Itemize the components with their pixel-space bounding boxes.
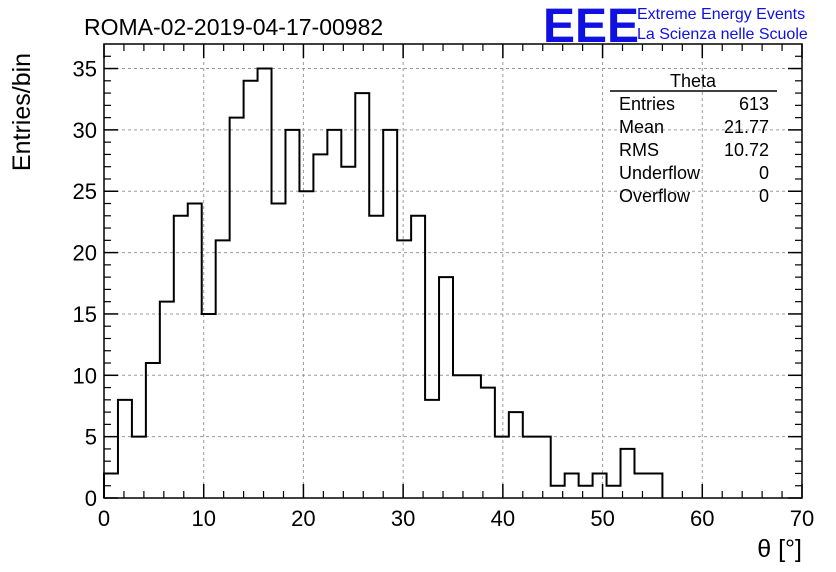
histogram-bin bbox=[523, 437, 537, 498]
y-tick-label: 0 bbox=[85, 486, 97, 511]
x-tick-label: 20 bbox=[291, 506, 315, 531]
y-tick-label: 5 bbox=[85, 425, 97, 450]
stats-rows: Entries 613 Mean 21.77 RMS 10.72 Underflow 0 Ove… bbox=[619, 94, 769, 206]
histogram-bin bbox=[118, 400, 132, 498]
x-tick-label: 30 bbox=[391, 506, 415, 531]
histogram-bin bbox=[299, 191, 313, 498]
histogram-bin bbox=[369, 216, 383, 498]
histogram-bin bbox=[537, 437, 551, 498]
histogram-bin bbox=[593, 473, 607, 498]
stats-value: 21.77 bbox=[724, 117, 769, 137]
plot-frame bbox=[103, 43, 803, 499]
logo-line-1: Extreme Energy Events bbox=[637, 6, 805, 23]
y-tick-label: 15 bbox=[73, 302, 97, 327]
histogram-bin bbox=[411, 216, 425, 498]
histogram-bin bbox=[579, 486, 593, 498]
histogram-bin bbox=[355, 93, 369, 498]
histogram-bin bbox=[258, 69, 272, 498]
histogram-bin bbox=[383, 130, 397, 498]
y-tick-label: 35 bbox=[73, 57, 97, 82]
stats-label: RMS bbox=[619, 140, 659, 160]
histogram-bin bbox=[341, 167, 355, 498]
histogram-outline bbox=[103, 67, 664, 498]
histogram-bin bbox=[607, 486, 621, 498]
grid-lines bbox=[104, 44, 802, 498]
histogram-bin bbox=[509, 412, 523, 498]
logo-line-2: La Scienza nelle Scuole bbox=[637, 26, 808, 43]
x-tick-label: 0 bbox=[98, 506, 110, 531]
histogram-bin bbox=[439, 277, 453, 498]
histogram-bin bbox=[188, 204, 202, 498]
histogram-bin bbox=[495, 437, 509, 498]
stats-label: Entries bbox=[619, 94, 675, 114]
y-tick-label: 20 bbox=[73, 241, 97, 266]
histogram-bin bbox=[481, 388, 495, 498]
histogram-bin bbox=[621, 449, 635, 498]
y-axis-label: Entries/bin bbox=[8, 53, 36, 171]
histogram-bin bbox=[174, 216, 188, 498]
stats-value: 613 bbox=[739, 94, 769, 114]
histogram-bin bbox=[648, 473, 662, 498]
x-axis-label: θ [°] bbox=[757, 535, 802, 563]
y-tick-label: 25 bbox=[73, 179, 97, 204]
x-tick-label: 10 bbox=[191, 506, 215, 531]
histogram-bin bbox=[425, 400, 439, 498]
histogram-bin bbox=[230, 118, 244, 498]
x-tick-label: 40 bbox=[491, 506, 515, 531]
stats-value: 0 bbox=[759, 186, 769, 206]
chart-title: ROMA-02-2019-04-17-00982 bbox=[84, 14, 383, 40]
histogram-bin bbox=[146, 363, 160, 498]
x-tick-label: 50 bbox=[590, 506, 614, 531]
stats-label: Overflow bbox=[619, 186, 691, 206]
histogram-bin bbox=[216, 240, 230, 498]
axis-tick-labels: 0 10 20 30 40 50 60 70 0 5 10 15 20 25 30 35 bbox=[73, 57, 815, 531]
histogram-bin bbox=[160, 302, 174, 498]
histogram-bin bbox=[565, 473, 579, 498]
axis-ticks bbox=[103, 44, 803, 499]
x-tick-label: 60 bbox=[690, 506, 714, 531]
y-tick-label: 30 bbox=[73, 118, 97, 143]
stats-label: Underflow bbox=[619, 163, 701, 183]
stats-box: Theta Entries 613 Mean 21.77 RMS 10.72 Underfl… bbox=[610, 71, 777, 206]
stats-label: Mean bbox=[619, 117, 664, 137]
histogram-bin bbox=[313, 154, 327, 498]
histogram-bin bbox=[634, 473, 648, 498]
stats-value: 10.72 bbox=[724, 140, 769, 160]
stats-value: 0 bbox=[759, 163, 769, 183]
y-tick-label: 10 bbox=[73, 363, 97, 388]
histogram-bin bbox=[272, 204, 286, 498]
eee-logo: EEE bbox=[543, 0, 639, 53]
histogram-bin bbox=[244, 81, 258, 498]
x-tick-label: 70 bbox=[790, 506, 814, 531]
histogram-bin bbox=[397, 240, 411, 498]
stats-title: Theta bbox=[670, 71, 717, 91]
histogram-bin bbox=[132, 437, 146, 498]
